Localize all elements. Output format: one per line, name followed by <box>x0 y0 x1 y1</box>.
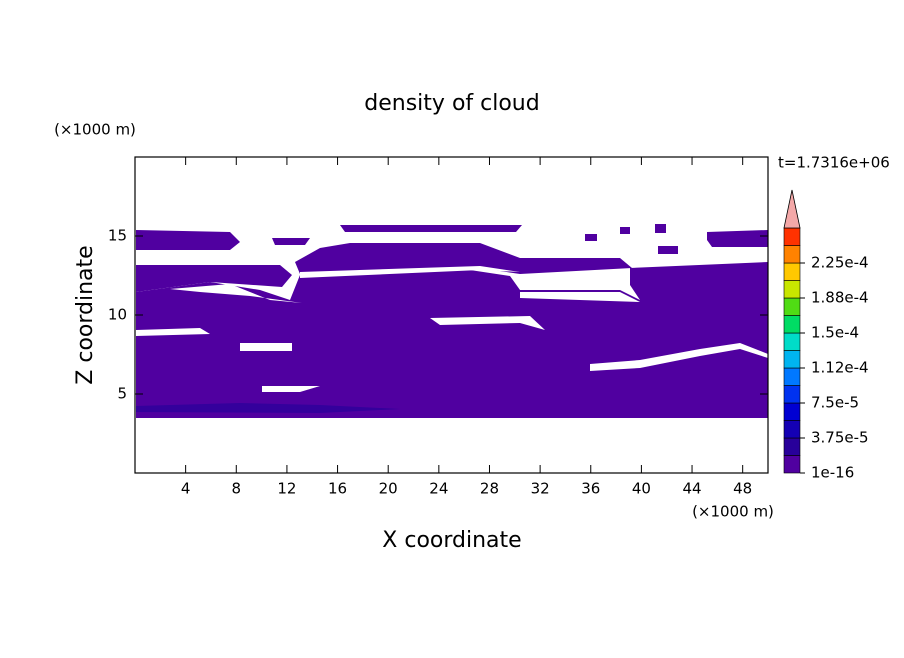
x-tick-label: 48 <box>733 480 752 498</box>
colorbar-label: 7.5e-5 <box>811 394 859 412</box>
y-axis-title: Z coordinate <box>73 245 98 384</box>
x-unit: (×1000 m) <box>692 503 774 521</box>
x-tick-label: 12 <box>277 480 296 498</box>
colorbar-box <box>783 385 801 404</box>
time-label: t=1.7316e+06 <box>778 154 890 172</box>
colorbar-box <box>783 332 801 351</box>
x-tick-label: 32 <box>531 480 550 498</box>
colorbar-label: 1.5e-4 <box>811 324 859 342</box>
x-tick-label: 20 <box>379 480 398 498</box>
contour-gap <box>262 386 320 392</box>
contour-region <box>658 246 678 254</box>
contour-region <box>630 262 768 300</box>
colorbar-extend <box>783 189 801 229</box>
contour-region <box>585 234 597 241</box>
contour-region <box>620 227 630 234</box>
colorbar-box <box>783 437 801 456</box>
contour-region <box>136 403 400 413</box>
y-tick-label: 5 <box>117 385 127 403</box>
contour-gap <box>300 266 520 278</box>
colorbar-box <box>783 280 801 299</box>
x-tick-label: 36 <box>581 480 600 498</box>
y-unit: (×1000 m) <box>54 121 136 139</box>
contour-region <box>136 265 292 292</box>
contour-region <box>340 225 522 232</box>
colorbar-box <box>783 245 801 264</box>
contour-region <box>707 230 768 247</box>
colorbar-box <box>783 227 801 246</box>
contour-region <box>136 270 768 418</box>
contour-gap <box>136 328 210 336</box>
colorbar-box <box>783 455 801 474</box>
contour-gap <box>170 284 302 303</box>
contour-region <box>272 238 310 245</box>
colorbar-label: 1.88e-4 <box>811 289 869 307</box>
colorbar-box <box>783 402 801 421</box>
colorbar-box <box>783 297 801 316</box>
colorbar-box <box>783 315 801 334</box>
y-tick-label: 15 <box>108 227 127 245</box>
contour-region <box>136 230 240 250</box>
x-tick-label: 28 <box>480 480 499 498</box>
colorbar-label: 3.75e-5 <box>811 429 869 447</box>
contour-gap <box>430 316 545 330</box>
colorbar-box <box>783 262 801 281</box>
colorbar-box <box>783 350 801 369</box>
contour-region <box>295 243 632 274</box>
x-tick-label: 44 <box>682 480 701 498</box>
contour-gap <box>520 292 640 302</box>
x-tick-label: 24 <box>429 480 448 498</box>
colorbar-label: 1e-16 <box>811 464 854 482</box>
x-tick-label: 8 <box>232 480 242 498</box>
colorbar-label: 1.12e-4 <box>811 359 869 377</box>
chart-title: density of cloud <box>364 91 539 116</box>
x-tick-label: 16 <box>328 480 347 498</box>
contour-region <box>655 224 666 233</box>
colorbar-label: 2.25e-4 <box>811 254 869 272</box>
y-tick-label: 10 <box>108 306 127 324</box>
contour-gap <box>240 343 292 351</box>
x-tick-label: 40 <box>632 480 651 498</box>
contour-gap <box>590 343 768 371</box>
x-tick-label: 4 <box>181 480 191 498</box>
x-axis-title: X coordinate <box>382 528 521 553</box>
colorbar-box <box>783 367 801 386</box>
colorbar-box <box>783 420 801 439</box>
